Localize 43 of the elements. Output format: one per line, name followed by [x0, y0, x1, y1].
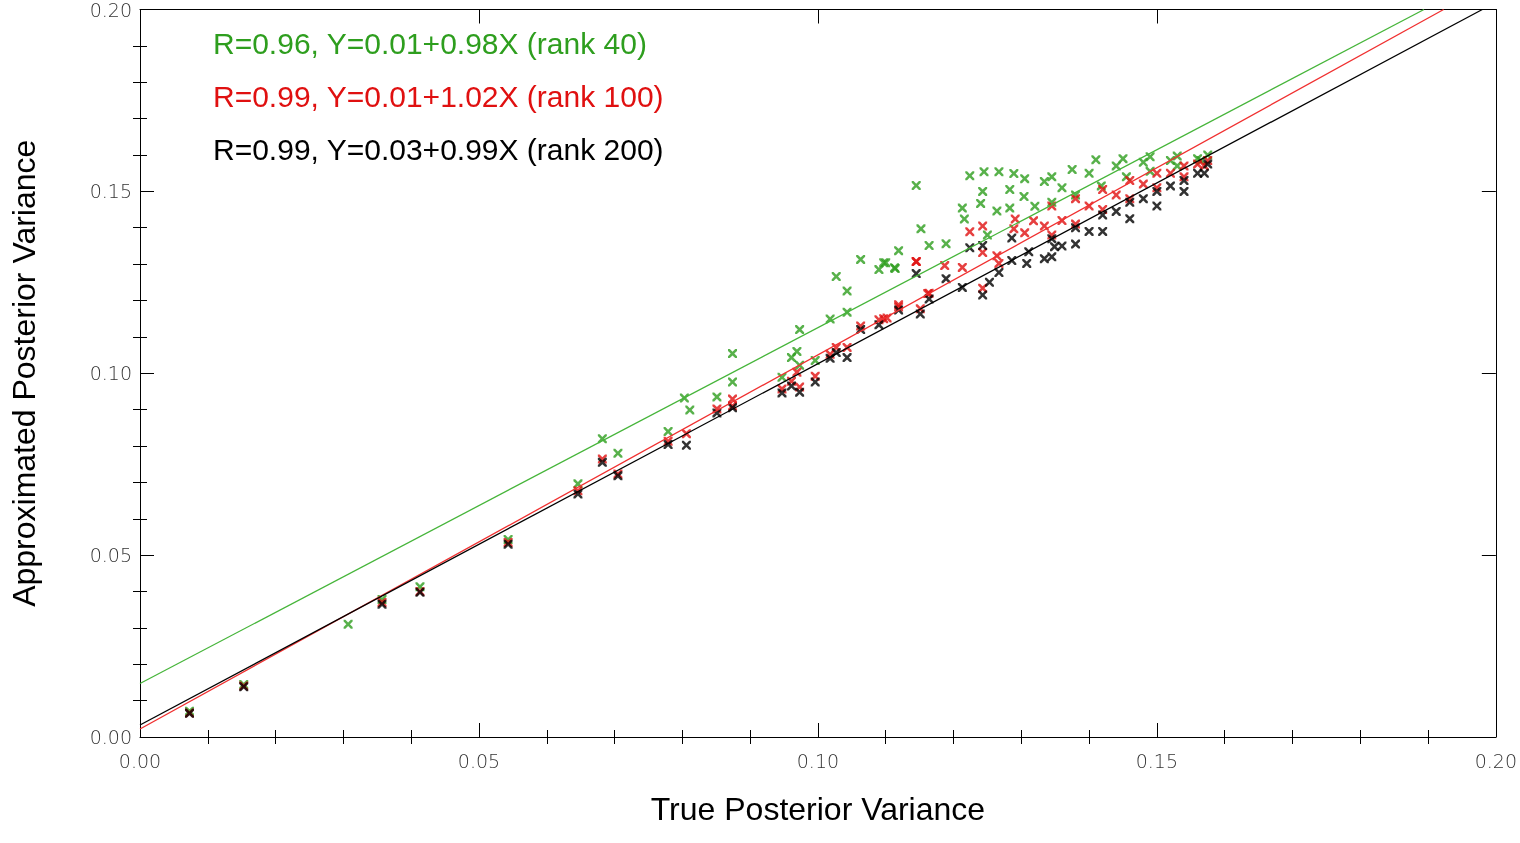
- point: [1111, 206, 1121, 216]
- point: [1084, 226, 1094, 236]
- point: [994, 267, 1004, 277]
- point: [1203, 159, 1213, 169]
- point: [810, 377, 820, 387]
- point: [874, 320, 884, 330]
- point: [1039, 254, 1049, 264]
- point: [1125, 214, 1135, 224]
- point: [1193, 168, 1203, 178]
- point: [1098, 210, 1108, 220]
- point: [1022, 258, 1032, 268]
- point: [1138, 194, 1148, 204]
- annotation: R=0.96, Y=0.01+0.98X (rank 40): [213, 26, 647, 60]
- y-axis-title: Approximated Posterior Variance: [6, 139, 42, 607]
- point: [1047, 252, 1057, 262]
- point: [978, 241, 988, 251]
- point: [941, 274, 951, 284]
- x-tick-label: 0.20: [1474, 749, 1517, 772]
- x-tick-label: 0.15: [1135, 749, 1179, 772]
- point: [1179, 186, 1189, 196]
- y-tick-label: 0.20: [89, 0, 132, 21]
- annotation: R=0.99, Y=0.03+0.99X (rank 200): [213, 132, 664, 166]
- point: [681, 440, 691, 450]
- point: [1098, 226, 1108, 236]
- x-tick-label: 0.00: [118, 749, 162, 772]
- point: [831, 348, 841, 358]
- point: [984, 277, 994, 287]
- x-tick-label: 0.05: [457, 749, 501, 772]
- point: [1071, 239, 1081, 249]
- point: [1007, 233, 1017, 243]
- annotation: R=0.99, Y=0.01+1.02X (rank 100): [213, 79, 664, 113]
- x-axis-title: True Posterior Variance: [650, 791, 986, 827]
- point: [978, 290, 988, 300]
- point: [795, 387, 805, 397]
- y-tick-label: 0.00: [89, 726, 132, 748]
- y-tick-label: 0.05: [89, 544, 132, 567]
- point: [842, 353, 852, 363]
- point: [915, 309, 925, 319]
- point: [786, 381, 796, 391]
- x-tick-label: 0.10: [796, 749, 840, 772]
- point: [1165, 181, 1175, 191]
- y-tick-label: 0.15: [89, 180, 132, 203]
- y-tick-label: 0.10: [89, 362, 132, 385]
